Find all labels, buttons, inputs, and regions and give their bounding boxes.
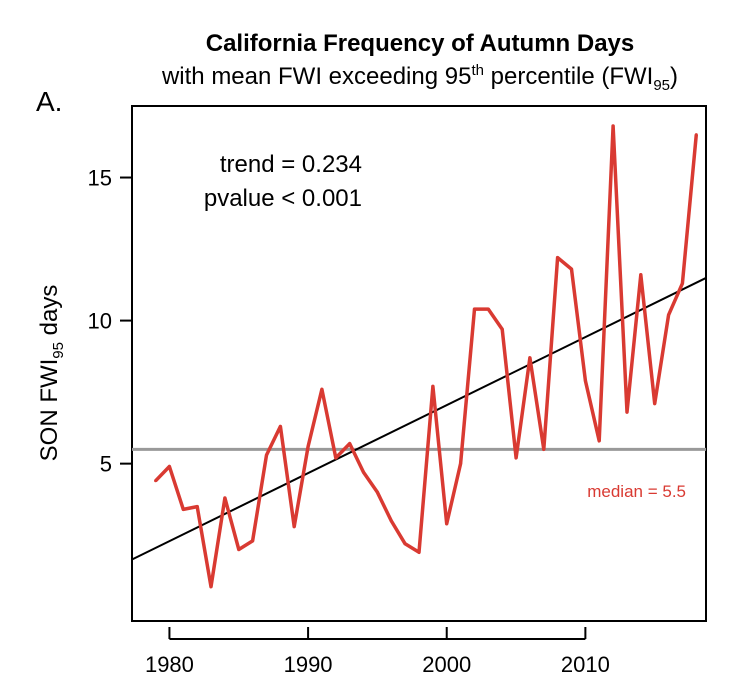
data-point — [611, 124, 615, 128]
data-point — [181, 507, 185, 511]
data-point — [528, 356, 532, 360]
pvalue-annotation: pvalue < 0.001 — [204, 185, 362, 212]
data-point — [639, 273, 643, 277]
ylabel-prefix: SON FWI — [36, 359, 63, 462]
subtitle-sub: 95 — [653, 76, 671, 94]
median-label: median = 5.5 — [587, 482, 686, 501]
ylabel-sub: 95 — [50, 342, 67, 359]
chart-subtitle: with mean FWI exceeding 95th percentile … — [110, 62, 730, 94]
data-point — [362, 470, 366, 474]
data-point — [264, 453, 268, 457]
subtitle-prefix: with mean FWI exceeding 95 — [161, 63, 472, 90]
data-point — [348, 442, 352, 446]
x-tick-label: 1990 — [284, 652, 333, 677]
data-point — [597, 439, 601, 443]
data-point — [209, 585, 213, 589]
panel-label: A. — [36, 86, 63, 117]
data-point — [486, 307, 490, 311]
plot-frame — [131, 105, 707, 622]
data-point — [680, 281, 684, 285]
plot-marks — [131, 124, 707, 589]
data-point — [500, 327, 504, 331]
plot-axes: 1980 1990 2000 2010 5 10 15 — [88, 105, 707, 677]
data-point — [542, 447, 546, 451]
subtitle-suffix: ) — [670, 63, 679, 90]
data-point — [459, 462, 463, 466]
chart-title: California Frequency of Autumn Days — [205, 30, 635, 57]
trend-annotation: trend = 0.234 — [220, 151, 362, 178]
y-tick-label: 10 — [88, 309, 112, 334]
series-line — [154, 124, 699, 589]
data-point — [667, 313, 671, 317]
data-point — [167, 465, 171, 468]
data-point — [389, 519, 393, 523]
data-point — [431, 384, 435, 388]
data-point — [417, 550, 421, 554]
subtitle-middle: percentile (FWI — [483, 63, 654, 90]
data-point — [195, 505, 199, 509]
data-point — [403, 542, 407, 546]
y-tick-label: 5 — [100, 452, 112, 477]
data-point — [583, 379, 587, 383]
data-point — [251, 539, 255, 543]
data-point — [292, 525, 296, 529]
data-point — [334, 456, 338, 460]
data-point — [237, 547, 241, 551]
data-point — [375, 490, 379, 494]
trend-line — [131, 277, 707, 561]
ylabel-suffix: days — [36, 285, 63, 342]
data-point — [570, 267, 574, 271]
x-tick-label: 2000 — [422, 652, 471, 677]
data-point — [472, 307, 476, 311]
data-point — [320, 387, 324, 391]
data-point — [154, 479, 158, 483]
data-point — [556, 256, 560, 260]
x-tick-label: 2010 — [561, 652, 610, 677]
y-tick-label: 15 — [88, 166, 112, 191]
y-axis-label: SON FWI95 days — [36, 285, 67, 462]
data-point — [694, 133, 698, 137]
data-point — [223, 496, 227, 500]
data-point — [625, 410, 629, 414]
data-point — [278, 424, 282, 428]
x-tick-label: 1980 — [145, 652, 194, 677]
data-point — [306, 444, 310, 448]
data-point — [514, 456, 518, 460]
data-point — [653, 402, 657, 406]
data-point — [445, 522, 449, 526]
subtitle-sup: th — [471, 62, 484, 79]
